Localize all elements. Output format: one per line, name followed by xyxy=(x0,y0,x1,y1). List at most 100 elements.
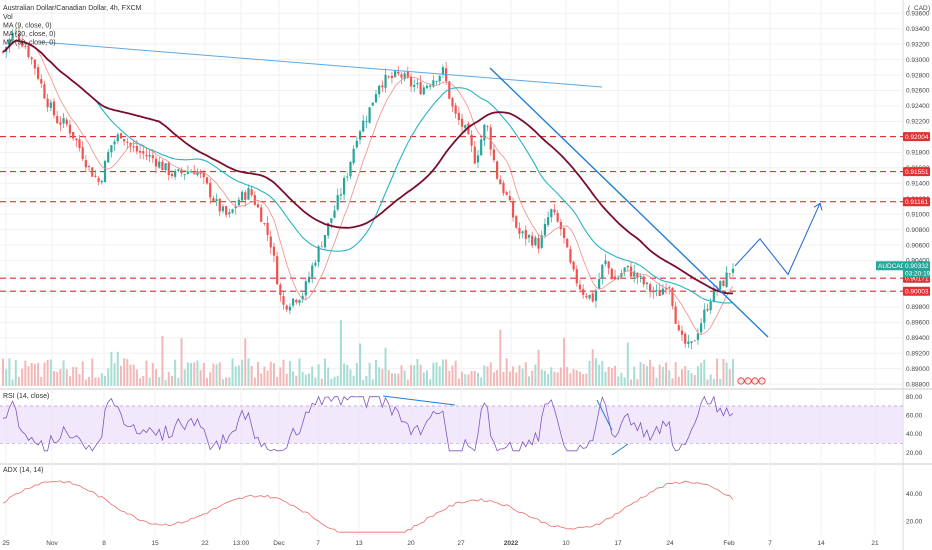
candle-body xyxy=(205,177,209,184)
candle-body xyxy=(534,237,537,246)
candle-body xyxy=(368,107,371,123)
volume-bar xyxy=(706,379,709,386)
candle-body xyxy=(212,197,215,202)
volume-bar xyxy=(438,366,441,386)
rsi-tick-label: 60.00 xyxy=(906,413,923,420)
price-tick-label: 0.90800 xyxy=(906,227,930,234)
volume-bar xyxy=(416,358,419,386)
volume-bar xyxy=(177,377,180,386)
key-level-value: 0.90171 xyxy=(905,276,929,283)
volume-bar xyxy=(212,363,215,386)
candle-body xyxy=(470,134,473,146)
candle-body xyxy=(658,289,661,296)
volume-bar xyxy=(104,375,107,386)
price-tick-label: 0.92400 xyxy=(906,103,930,110)
candle-body xyxy=(435,81,438,83)
volume-bar xyxy=(343,363,346,386)
candle-body xyxy=(282,296,285,305)
adx-tick-label: 20.00 xyxy=(906,518,923,525)
volume-bar xyxy=(461,371,464,386)
volume-bar xyxy=(276,377,279,386)
time-tick-label: 22 xyxy=(201,540,209,547)
legend-entry: MA (50, close, 0) xyxy=(3,40,56,47)
currency-paren: ( xyxy=(908,5,911,12)
time-tick-label: 13 xyxy=(355,540,363,547)
volume-bar xyxy=(336,375,339,386)
volume-bar xyxy=(14,359,17,386)
candle-body xyxy=(422,87,425,95)
volume-bar xyxy=(610,367,613,386)
volume-bar xyxy=(684,366,687,386)
volume-bar xyxy=(719,378,722,386)
volume-bar xyxy=(598,364,601,386)
candle-body xyxy=(719,280,722,290)
volume-bar xyxy=(21,368,24,386)
candle-body xyxy=(234,206,237,209)
candle-body xyxy=(97,178,100,182)
event-flag-icon[interactable] xyxy=(758,377,766,385)
time-axis: 25 Nov 8 15 22 13:00 Dec 7 13 20 27 2022 10 17 24 Feb 7 1… xyxy=(2,540,879,547)
candle-body xyxy=(158,161,161,168)
volume-bar xyxy=(661,366,664,386)
candle-body xyxy=(346,176,349,178)
volume-bar xyxy=(454,360,457,386)
time-tick-label: 15 xyxy=(151,540,159,547)
volume-bar xyxy=(237,365,240,386)
volume-bar xyxy=(5,369,8,386)
candle-body xyxy=(633,271,636,277)
volume-bar xyxy=(406,379,409,386)
volume-bar xyxy=(378,367,381,386)
volume-bar xyxy=(333,376,336,386)
event-flag-icon[interactable] xyxy=(744,377,752,385)
volume-bar xyxy=(56,371,59,386)
volume-bar xyxy=(362,379,365,386)
volume-bar xyxy=(346,364,349,386)
candle-body xyxy=(317,246,320,263)
time-tick-label: 7 xyxy=(316,540,320,547)
volume-bar xyxy=(206,378,209,386)
volume-bar xyxy=(435,362,438,386)
candle-body xyxy=(291,298,295,306)
candle-body xyxy=(502,182,505,194)
volume-bar xyxy=(132,364,135,386)
candle-body xyxy=(664,288,668,290)
candle-body xyxy=(527,235,531,238)
event-flag-icon[interactable] xyxy=(751,377,759,385)
volume-bar xyxy=(480,377,483,386)
candle-body xyxy=(413,85,416,87)
candle-body xyxy=(358,131,362,140)
candle-body xyxy=(362,120,365,132)
volume-bar xyxy=(512,366,515,386)
volume-bar xyxy=(308,373,311,386)
volume-bar xyxy=(202,362,205,386)
candle-body xyxy=(240,191,244,201)
candle-body xyxy=(642,276,645,285)
price-tick-label: 0.89400 xyxy=(906,335,930,342)
volume-bars xyxy=(2,319,734,386)
candle-body xyxy=(700,323,703,333)
candle-body xyxy=(438,75,441,82)
volume-bar xyxy=(629,379,632,386)
symbol-tag xyxy=(876,261,903,271)
volume-bar xyxy=(429,379,432,386)
volume-bar xyxy=(126,359,129,386)
volume-bar xyxy=(266,370,269,386)
event-flag-icon[interactable] xyxy=(737,377,745,385)
volume-bar xyxy=(228,377,231,386)
time-tick-label: 25 xyxy=(2,540,10,547)
candle-body xyxy=(575,269,578,284)
candle-body xyxy=(62,118,65,124)
time-tick-label: Nov xyxy=(46,540,58,547)
time-tick-label: Dec xyxy=(273,540,285,547)
volume-bar xyxy=(221,379,224,386)
candle-body xyxy=(355,140,358,148)
volume-bar xyxy=(53,371,56,386)
volume-bar xyxy=(288,360,291,386)
candle-body xyxy=(649,284,652,292)
adx-tick-label: 40.00 xyxy=(906,491,923,498)
candle-body xyxy=(594,290,598,301)
candle-body xyxy=(645,282,649,285)
candle-body xyxy=(52,101,56,116)
candle-body xyxy=(288,306,291,311)
